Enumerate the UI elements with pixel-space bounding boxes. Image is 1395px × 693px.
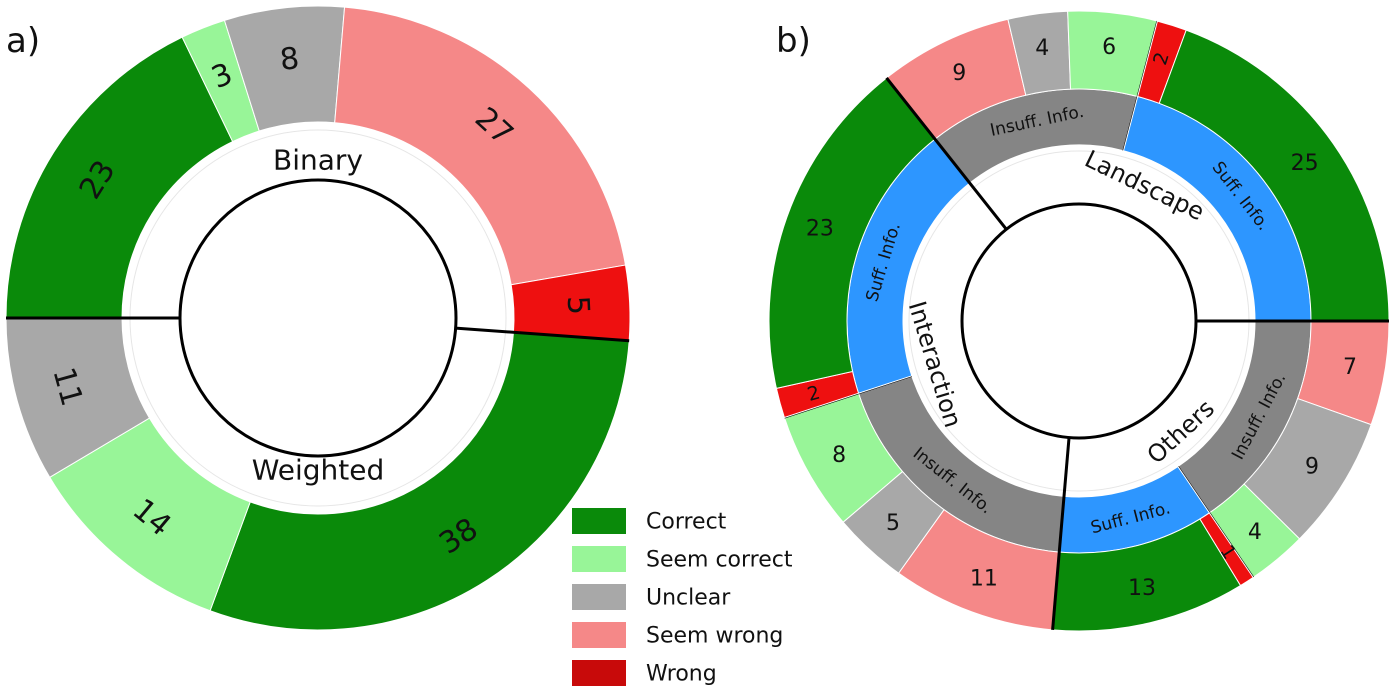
value-label-interaction-suff-info-wrong: 2: [805, 382, 822, 406]
center-circle-b: [960, 202, 1198, 440]
group-label-weighted: Weighted: [252, 454, 385, 487]
legend-swatch-correct: [572, 508, 626, 534]
legend-label-wrong: Wrong: [646, 662, 717, 687]
wedge-binary-correct: [209, 331, 630, 631]
panel-label-a: a): [6, 21, 40, 61]
legend-swatch-seem-wrong: [572, 622, 626, 648]
group-divider-b-2: [1051, 437, 1071, 631]
value-label-landscape-suff-info-correct: 25: [1291, 151, 1319, 176]
legend-label-seem-correct: Seem correct: [646, 548, 793, 573]
legend: Correct Seem correct Unclear Seem wrong Wron…: [572, 508, 793, 687]
inner-rim: [129, 129, 507, 507]
value-label-interaction-insuff-info-seem-wrong: 11: [970, 567, 998, 592]
legend-swatch-unclear: [572, 584, 626, 610]
value-label-others-insuff-info-seem-correct: 4: [1248, 520, 1262, 545]
group-label-binary: Binary: [273, 144, 363, 177]
wedge-weighted-seem-wrong: [334, 6, 627, 286]
panel-label-b: b): [776, 21, 811, 61]
center-circle: [178, 178, 458, 458]
value-label-landscape-insuff-info-seem-wrong: 9: [952, 61, 966, 86]
value-label-landscape-insuff-info-seem-correct: 6: [1102, 35, 1116, 60]
value-label-interaction-suff-info-correct: 23: [806, 217, 834, 242]
wedge-weighted-correct: [5, 36, 234, 319]
value-label-others-insuff-info-unclear: 9: [1305, 455, 1319, 480]
value-label-interaction-insuff-info-unclear: 5: [886, 511, 900, 536]
legend-swatch-seem-correct: [572, 546, 626, 572]
value-label-others-suff-info-correct: 13: [1128, 576, 1156, 601]
group-divider-0: [455, 326, 630, 343]
legend-label-unclear: Unclear: [646, 586, 731, 611]
value-label-landscape-insuff-info-unclear: 4: [1035, 36, 1049, 61]
legend-swatch-wrong: [572, 660, 626, 686]
legend-label-seem-wrong: Seem wrong: [646, 624, 783, 649]
value-label-others-insuff-info-seem-wrong: 7: [1343, 355, 1357, 380]
value-label-interaction-insuff-info-seem-correct: 8: [832, 443, 846, 468]
value-label-weighted-unclear: 8: [278, 41, 301, 78]
value-label-weighted-wrong: 5: [560, 295, 596, 316]
legend-label-correct: Correct: [646, 510, 727, 535]
group-divider-b-0: [885, 77, 1008, 231]
